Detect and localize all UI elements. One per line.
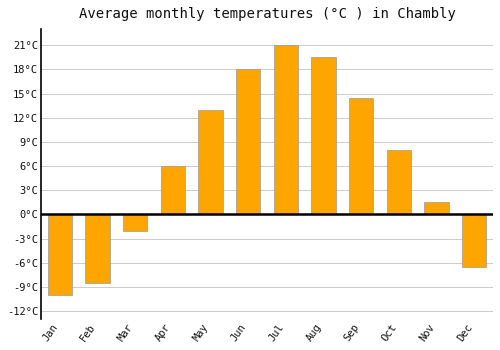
- Bar: [349, 98, 374, 215]
- Bar: [48, 215, 72, 295]
- Bar: [312, 57, 336, 215]
- Bar: [198, 110, 222, 215]
- Bar: [462, 215, 486, 267]
- Bar: [274, 45, 298, 215]
- Title: Average monthly temperatures (°C ) in Chambly: Average monthly temperatures (°C ) in Ch…: [78, 7, 456, 21]
- Bar: [424, 202, 449, 215]
- Bar: [386, 150, 411, 215]
- Bar: [85, 215, 110, 283]
- Bar: [160, 166, 185, 215]
- Bar: [236, 69, 260, 215]
- Bar: [123, 215, 148, 231]
